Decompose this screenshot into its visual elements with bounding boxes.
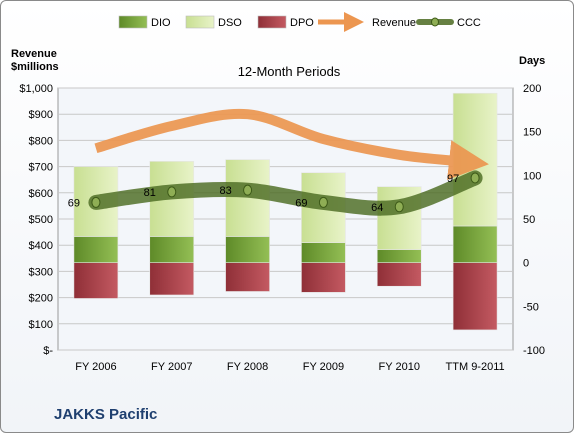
left-tick-label: $600 bbox=[29, 188, 53, 200]
x-tick-label: FY 2006 bbox=[75, 361, 116, 373]
ccc-data-label: 69 bbox=[295, 197, 307, 209]
legend-swatch-dso bbox=[185, 15, 215, 29]
legend-marker-ccc bbox=[431, 17, 439, 27]
chart-title: 12-Month Periods bbox=[238, 64, 341, 79]
ccc-point bbox=[394, 201, 404, 213]
right-tick-label: -50 bbox=[523, 301, 539, 313]
legend-label-dpo: DPO bbox=[290, 17, 314, 29]
right-tick-label: 150 bbox=[523, 127, 541, 139]
left-tick-label: $700 bbox=[29, 162, 53, 174]
revenue-arrow-line bbox=[94, 108, 489, 180]
ccc-data-label: 64 bbox=[371, 202, 383, 214]
right-tick-label: -100 bbox=[523, 345, 545, 357]
bar-dio bbox=[452, 225, 498, 263]
right-tick-label: 0 bbox=[523, 258, 529, 270]
right-tick-label: 200 bbox=[523, 83, 541, 95]
left-axis-title-line2: $millions bbox=[11, 61, 59, 73]
bar-dpo bbox=[73, 262, 119, 299]
bar-dio bbox=[149, 236, 195, 263]
ccc-point bbox=[167, 186, 177, 198]
ccc-data-label: 81 bbox=[144, 187, 156, 199]
bar-dpo bbox=[225, 262, 270, 292]
x-tick-label: TTM 9-2011 bbox=[446, 361, 505, 373]
legend-label-dso: DSO bbox=[218, 17, 242, 29]
bar-dpo bbox=[452, 262, 498, 331]
bar-dpo bbox=[149, 262, 195, 296]
left-tick-label: $- bbox=[43, 345, 53, 357]
legend-label-dio: DIO bbox=[151, 17, 171, 29]
axes: $- $100 $200 $300 $400 $500 $600 $700 $800 $900 $1… bbox=[19, 83, 545, 373]
bar-dio bbox=[376, 249, 422, 263]
bar-dio bbox=[225, 236, 270, 263]
ccc-data-label: 97 bbox=[447, 173, 459, 185]
ccc-data-label: 83 bbox=[219, 185, 231, 197]
x-tick-label: FY 2010 bbox=[379, 361, 420, 373]
legend: DIO DSO DPO Revenue CCC bbox=[118, 12, 481, 32]
legend-swatch-dpo bbox=[257, 15, 287, 29]
left-tick-label: $300 bbox=[29, 266, 53, 278]
company-name: JAKKS Pacific bbox=[54, 406, 157, 423]
x-tick-label: FY 2007 bbox=[151, 361, 192, 373]
legend-label-ccc: CCC bbox=[457, 17, 481, 29]
x-tick-label: FY 2009 bbox=[303, 361, 344, 373]
right-tick-label: 100 bbox=[523, 170, 541, 182]
left-tick-label: $100 bbox=[29, 319, 53, 331]
ccc-point bbox=[91, 196, 101, 208]
right-axis-title: Days bbox=[519, 55, 545, 67]
bar-dio bbox=[301, 242, 346, 263]
ccc-point bbox=[470, 172, 480, 184]
left-tick-label: $900 bbox=[29, 109, 53, 121]
legend-label-revenue: Revenue bbox=[372, 17, 416, 29]
x-tick-label: FY 2008 bbox=[227, 361, 268, 373]
ccc-point bbox=[318, 196, 328, 208]
bars bbox=[73, 92, 498, 331]
left-tick-label: $800 bbox=[29, 135, 53, 147]
right-tick-label: 50 bbox=[523, 214, 535, 226]
left-tick-label: $500 bbox=[29, 214, 53, 226]
bar-dio bbox=[73, 236, 119, 263]
bar-dpo bbox=[301, 262, 346, 293]
ccc-data-label: 69 bbox=[68, 197, 80, 209]
left-tick-label: $400 bbox=[29, 240, 53, 252]
left-tick-label: $1,000 bbox=[19, 83, 53, 95]
ccc-line bbox=[88, 170, 483, 216]
ccc-point bbox=[243, 184, 253, 196]
bar-dpo bbox=[376, 262, 422, 287]
left-tick-label: $200 bbox=[29, 293, 53, 305]
left-axis-title-line1: Revenue bbox=[11, 48, 57, 60]
lines bbox=[88, 108, 489, 216]
legend-swatch-dio bbox=[118, 15, 148, 29]
labels: 69 81 83 69 64 97 bbox=[68, 173, 459, 214]
